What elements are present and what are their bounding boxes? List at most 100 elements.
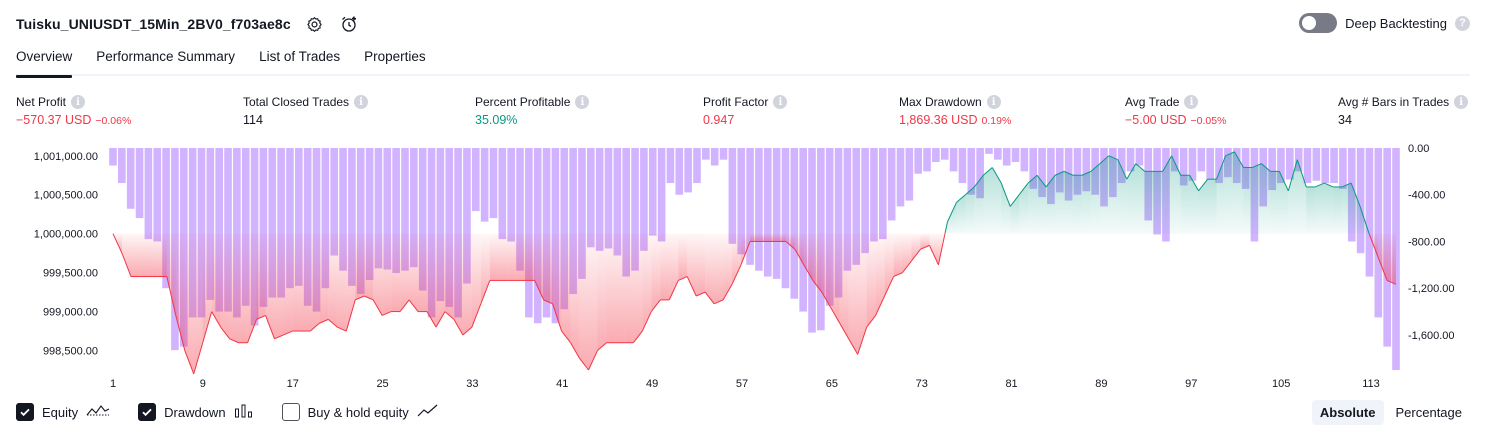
equity-gain-fill [1225,151,1235,234]
info-icon[interactable]: i [986,95,1001,109]
equity-loss-fill [552,233,562,332]
equity-area [113,151,1396,374]
drawdown-bar [710,148,719,166]
drawdown-bar [1179,148,1188,186]
drawdown-bar [755,148,763,271]
drawdown-bar [631,148,639,271]
equity-loss-segment [319,318,329,324]
equity-checkbox[interactable] [16,403,34,421]
equity-gain-fill [1162,155,1172,234]
equity-gain-fill [1261,163,1271,234]
x-axis-tick: 41 [556,378,568,390]
drawdown-bar [153,148,162,242]
info-icon[interactable]: i [71,95,86,109]
legend-equity[interactable]: Equity [16,403,110,421]
left-axis-tick: 999,000.00 [43,307,98,319]
equity-loss-fill [364,233,374,300]
equity-loss-fill [409,233,419,312]
stat-label: Percent Profitable [475,95,571,109]
equity-gain-fill [1306,186,1316,234]
drawdown-bar [640,148,648,251]
stat-total-closed-trades: Total Closed Trades i 114 [243,94,369,127]
equity-loss-segment [1377,256,1388,281]
equity-loss-fill [543,233,553,304]
equity-gain-segment [1359,206,1370,234]
equity-loss-fill [256,233,266,320]
equity-loss-segment [283,330,293,336]
equity-loss-fill [184,233,194,374]
info-icon[interactable]: i [575,95,590,109]
equity-loss-segment [722,284,733,301]
info-icon[interactable]: i [1184,95,1199,109]
equity-loss-fill [767,233,777,242]
equity-gain-segment [1171,155,1182,176]
equity-loss-segment [480,280,491,304]
absolute-button[interactable]: Absolute [1311,400,1384,425]
buy-hold-checkbox[interactable] [281,403,300,421]
equity-gain-segment [1036,174,1047,188]
legend-buy-hold[interactable]: Buy & hold equity [281,403,439,421]
equity-loss-segment [337,326,347,332]
equity-loss-fill [462,233,472,335]
drawdown-bar [295,148,303,286]
equity-drawdown-chart[interactable]: 1,001,000.00 1,000,500.00 1,000,000.00 999,… [0,140,1486,392]
drawdown-bar [693,148,701,184]
equity-gain-segment [1324,182,1334,188]
equity-loss-segment [632,330,643,344]
deep-backtesting-toggle[interactable] [1299,13,1338,33]
tab-performance-summary[interactable]: Performance Summary [96,49,236,64]
equity-gain-fill [956,194,966,234]
equity-loss-fill [606,233,616,343]
info-icon[interactable]: i [1454,95,1469,109]
equity-gain-segment [1108,155,1119,161]
equity-loss-fill [821,233,831,308]
drawdown-bar [852,148,861,265]
equity-loss-segment [731,264,742,285]
equity-loss-segment [893,272,903,277]
equity-loss-fill [624,233,634,343]
drawdown-bar [1286,148,1294,180]
equity-loss-fill [857,233,867,355]
equity-loss-fill [651,233,661,312]
legend-drawdown[interactable]: Drawdown [138,403,253,421]
scale-mode-toggle: Absolute Percentage [1311,400,1470,425]
info-icon[interactable]: i [773,95,788,109]
drawdown-bar [1206,148,1214,180]
equity-loss-segment [875,295,886,316]
stat-percent: −0.06% [95,115,132,127]
equity-loss-segment [579,358,589,371]
equity-gain-segment [1090,163,1101,172]
equity-gain-fill [1055,171,1065,234]
equity-gain-fill [1046,175,1056,234]
equity-gain-segment [1341,182,1352,188]
stat-value: −5.00 USD [1125,113,1187,127]
equity-loss-fill [130,233,140,277]
equity-gain-fill [992,167,1002,234]
drawdown-bar [1188,148,1197,181]
drawdown-checkbox[interactable] [138,403,157,421]
drawdown-bar [1002,148,1011,166]
equity-loss-fill [247,233,257,343]
help-icon[interactable]: ? [1455,15,1470,31]
tab-overview[interactable]: Overview [16,48,73,78]
alarm-add-icon[interactable] [339,14,359,34]
equity-gain-fill [1117,159,1127,234]
drawdown-bar [1082,148,1091,192]
equity-loss-fill [812,233,822,293]
equity-loss-fill [642,233,652,332]
percentage-button[interactable]: Percentage [1395,405,1463,420]
info-icon[interactable]: i [354,95,369,109]
equity-loss-segment [534,280,545,301]
gear-icon[interactable] [305,14,325,34]
tab-properties[interactable]: Properties [364,49,426,64]
equity-gain-fill [1288,159,1298,234]
drawdown-bar [781,148,790,289]
equity-loss-segment [355,295,365,301]
equity-loss-fill [471,233,481,328]
equity-loss-segment [193,342,204,375]
tab-list-of-trades[interactable]: List of Trades [259,49,341,64]
equity-gain-segment [965,186,975,196]
equity-loss-segment [345,299,356,332]
drawdown-bar [418,148,427,291]
drawdown-bar [684,148,692,193]
